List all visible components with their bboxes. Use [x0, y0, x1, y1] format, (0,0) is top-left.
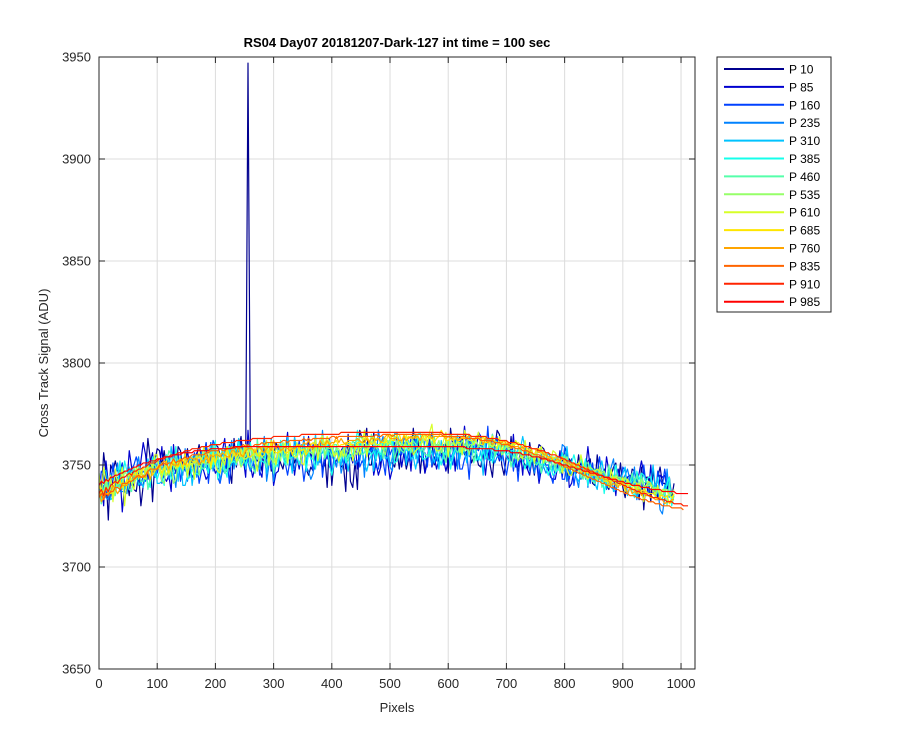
series-lines — [99, 62, 689, 521]
y-tick-label: 3800 — [62, 356, 91, 371]
x-tick-label: 700 — [496, 676, 518, 691]
legend-label: P 685 — [789, 224, 820, 238]
x-tick-label: 600 — [437, 676, 459, 691]
x-tick-label: 400 — [321, 676, 343, 691]
chart-title: RS04 Day07 20181207-Dark-127 int time = … — [244, 35, 551, 50]
x-tick-label: 0 — [95, 676, 102, 691]
x-tick-label: 1000 — [667, 676, 696, 691]
y-tick-label: 3650 — [62, 662, 91, 677]
y-tick-label: 3950 — [62, 50, 91, 65]
y-tick-label: 3900 — [62, 152, 91, 167]
series-line-p-910 — [99, 431, 689, 507]
x-tick-label: 200 — [205, 676, 227, 691]
y-tick-label: 3700 — [62, 560, 91, 575]
legend-label: P 235 — [789, 116, 820, 130]
x-tick-label: 900 — [612, 676, 634, 691]
legend-label: P 160 — [789, 98, 820, 112]
legend-label: P 85 — [789, 80, 814, 94]
legend-label: P 310 — [789, 134, 820, 148]
y-tick-label: 3750 — [62, 458, 91, 473]
ticks: 0 100 200 300 400 500 600 700 800 900 1000 3650 3700… — [62, 50, 695, 692]
legend-label: P 610 — [789, 206, 820, 220]
series-line-p-535 — [99, 433, 675, 501]
y-tick-label: 3850 — [62, 254, 91, 269]
legend-label: P 385 — [789, 152, 820, 166]
series-line-p-985 — [99, 446, 689, 495]
x-tick-label: 500 — [379, 676, 401, 691]
legend: P 10 P 85 P 160 P 235 P 310 P 385 P 460 P 535 P … — [716, 56, 832, 313]
x-tick-label: 800 — [554, 676, 576, 691]
x-tick-label: 300 — [263, 676, 285, 691]
legend-label: P 535 — [789, 188, 820, 202]
legend-box — [716, 56, 832, 313]
series-line-p-685 — [99, 429, 675, 505]
legend-label: P 460 — [789, 170, 820, 184]
legend-label: P 10 — [789, 63, 814, 77]
legend-label: P 985 — [789, 295, 820, 309]
y-axis-label: Cross Track Signal (ADU) — [36, 289, 51, 438]
x-axis-label: Pixels — [380, 700, 415, 715]
grid — [99, 57, 695, 669]
legend-label: P 835 — [789, 259, 820, 273]
legend-label: P 910 — [789, 277, 820, 291]
x-tick-label: 100 — [146, 676, 168, 691]
series-line-p-835 — [99, 433, 684, 511]
legend-label: P 760 — [789, 242, 820, 256]
